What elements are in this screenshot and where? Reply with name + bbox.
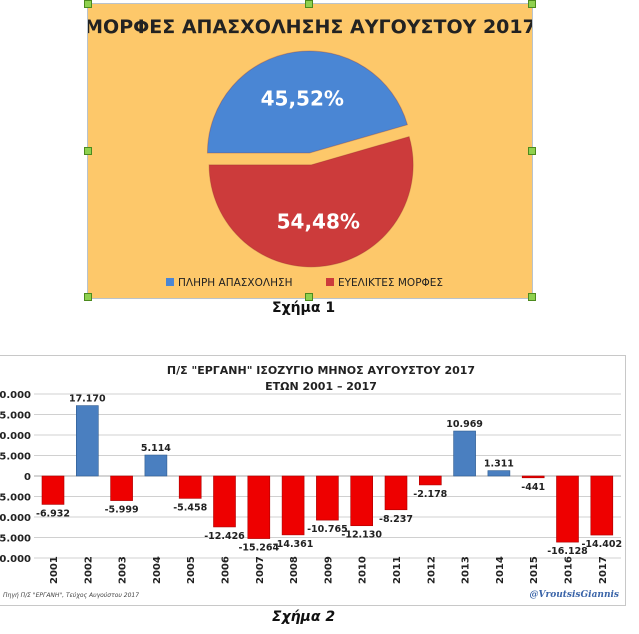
pie-legend: ΠΛΗΡΗ ΑΠΑΣΧΟΛΗΣΗ ΕΥΕΛΙΚΤΕΣ ΜΟΡΦΕΣ [166,277,443,289]
x-tick-label: 2008 [289,556,300,584]
resize-handle[interactable] [305,293,313,301]
bar [144,454,168,477]
bar-data-label: 17.170 [69,394,106,405]
bar [521,475,545,479]
x-tick-label: 2017 [598,556,609,584]
bar-data-label: -16.128 [547,546,588,557]
resize-handle[interactable] [84,0,92,8]
bar [213,475,236,528]
resize-handle[interactable] [84,293,92,301]
bar [316,475,339,521]
y-tick-label: 15.000 [0,411,31,422]
x-tick-label: 2011 [392,556,403,584]
bar-chart-figure: Π/Σ "ΕΡΓΑΝΗ" ΙΣΟΖΥΓΙΟ ΜΗΝΟΣ ΑΥΓΟΥΣΤΟΥ 20… [0,355,626,606]
legend-swatch-flexible [326,278,334,286]
x-tick-label: 2006 [221,556,232,584]
figure2-caption: Σχήμα 2 [272,609,336,625]
x-tick-label: 2014 [495,556,506,584]
x-tick-label: 2010 [358,556,369,584]
pie-chart: ΜΟΡΦΕΣ ΑΠΑΣΧΟΛΗΣΗΣ ΑΥΓΟΥΣΤΟΥ 2017 45,52%… [84,16,536,289]
bar [247,475,271,539]
bar-data-label: -15.264 [238,543,279,554]
pie-slice-label: 54,48% [277,209,360,233]
bar-subtitle: ΕΤΩΝ 2001 – 2017 [265,380,377,393]
bar-data-label: -2.178 [413,489,447,500]
pie-slice [206,50,409,154]
resize-handle[interactable] [528,147,536,155]
legend-label-full: ΠΛΗΡΗ ΑΠΑΣΧΟΛΗΣΗ [178,277,293,289]
x-tick-label: 2004 [152,556,163,584]
bar-data-label: 5.114 [141,443,171,454]
bar [418,475,442,486]
bar-data-label: -5.458 [173,502,207,513]
bar [41,475,65,505]
y-tick-label: -15.000 [0,534,31,545]
pie-title: ΜΟΡΦΕΣ ΑΠΑΣΧΟΛΗΣΗΣ ΑΥΓΟΥΣΤΟΥ 2017 [88,16,532,38]
bar-data-label: -14.361 [273,539,314,550]
x-tick-label: 2015 [529,556,540,584]
y-tick-label: 20.000 [0,390,31,401]
y-tick-label: -20.000 [0,554,31,565]
bar-data-label: -10.765 [307,524,348,535]
legend-swatch-full [166,278,174,286]
legend-label-flexible: ΕΥΕΛΙΚΤΕΣ ΜΟΡΦΕΣ [338,277,443,289]
bar-data-label: 10.969 [446,419,483,430]
bar-data-label: 1.311 [484,459,514,470]
bar-data-label: -12.130 [341,530,382,541]
bar [487,470,511,477]
bar-data-label: -12.426 [204,531,245,542]
y-tick-label: 5.000 [0,452,31,463]
x-tick-label: 2001 [49,556,60,584]
x-tick-label: 2012 [426,556,437,584]
resize-handle[interactable] [305,0,313,8]
x-tick-label: 2016 [564,556,575,584]
bar [384,475,408,511]
bar-data-label: -5.999 [105,505,139,516]
bar-data-label: -441 [521,482,545,493]
x-tick-label: 2005 [186,556,197,584]
bar-data-label: -14.402 [581,539,622,550]
x-tick-label: 2002 [83,556,94,584]
x-tick-label: 2009 [323,556,334,584]
bar-data-label: -8.237 [379,514,413,525]
x-tick-label: 2003 [118,556,129,584]
x-tick-label: 2013 [461,556,472,584]
bar [110,475,133,501]
y-tick-label: -10.000 [0,513,31,524]
bar [76,405,99,477]
pie-slice [208,135,414,268]
x-tick-label: 2007 [255,556,266,584]
figure1-caption: Σχήμα 1 [272,300,336,316]
pie-chart-figure[interactable]: ΜΟΡΦΕΣ ΑΠΑΣΧΟΛΗΣΗΣ ΑΥΓΟΥΣΤΟΥ 2017 45,52%… [84,3,536,299]
bar [281,475,305,536]
bar-data-label: -6.932 [36,508,70,519]
pie-slice-label: 45,52% [261,86,344,110]
credit-handle: @VroutsisGiannis [530,590,620,600]
resize-handle[interactable] [84,147,92,155]
bar-title: Π/Σ "ΕΡΓΑΝΗ" ΙΣΟΖΥΓΙΟ ΜΗΝΟΣ ΑΥΓΟΥΣΤΟΥ 20… [167,364,475,377]
bar [556,475,579,543]
bar-chart: Π/Σ "ΕΡΓΑΝΗ" ΙΣΟΖΥΓΙΟ ΜΗΝΟΣ ΑΥΓΟΥΣΤΟΥ 20… [0,364,622,600]
y-tick-label: 10.000 [0,431,31,442]
source-note: Πηγή Π/Σ "ΕΡΓΑΝΗ", Τεύχος Αυγούστου 2017 [3,592,139,599]
resize-handle[interactable] [528,293,536,301]
bar [453,430,476,477]
bar [178,475,202,499]
y-tick-label: 0 [24,472,31,483]
y-tick-label: -5.000 [0,493,31,504]
bar [590,475,614,536]
bar [350,475,374,527]
resize-handle[interactable] [528,0,536,8]
